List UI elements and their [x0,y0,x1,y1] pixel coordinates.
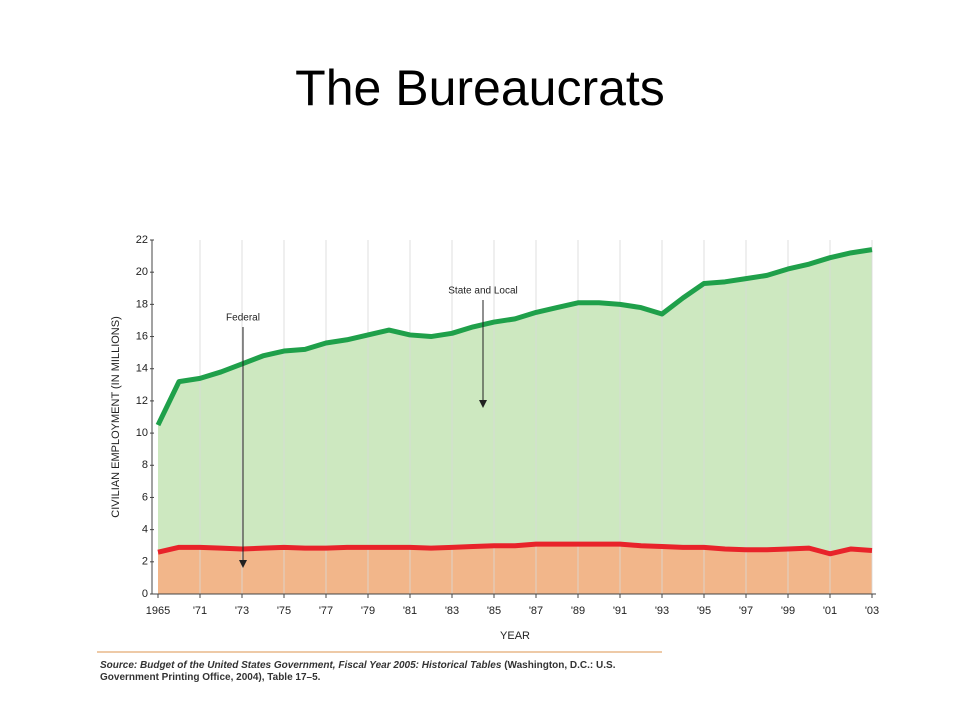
plot: 1965 '71 '73 '75 '77 '79 '81 '83 '85 '87 '89 '91 '93… [136,234,879,617]
y-tick-label: 2 [142,556,148,568]
x-tick-label: 1965 [146,605,170,617]
y-tick-label: 22 [136,234,148,246]
y-tick-label: 18 [136,298,148,310]
y-tick-label: 12 [136,395,148,407]
y-tick-label: 14 [136,363,148,375]
source-text: (Washington, D.C.: U.S. Government Print… [100,660,616,683]
federal-arrowhead [239,560,247,568]
x-tick-label: '83 [445,605,459,617]
source-box: Source: Budget of the United States Gove… [100,660,660,684]
x-tick-label: '87 [529,605,543,617]
state-local-annotation: State and Local [448,286,518,297]
source-note: Source: Budget of the United States Gove… [100,660,660,684]
x-tick-label: '85 [487,605,501,617]
y-tick-label: 6 [142,491,148,503]
x-tick-label: '93 [655,605,669,617]
x-tick-label: '89 [571,605,585,617]
y-tick-label: 4 [142,524,148,536]
x-tick-label: '81 [403,605,417,617]
x-axis-label: YEAR [500,630,530,642]
series-line [155,247,873,427]
y-tick-label: 0 [142,588,148,600]
x-tick-label: '73 [235,605,249,617]
x-tick-label: '99 [781,605,795,617]
area [158,544,872,594]
y-tick-label: 16 [136,330,148,342]
x-tick-label: '03 [865,605,879,617]
state-local-arrowhead [479,400,487,408]
y-tick-label: 10 [136,427,148,439]
x-tick-label: '97 [739,605,753,617]
x-tick-label: '77 [319,605,333,617]
slide-title: The Bureaucrats [295,60,665,116]
area [158,249,872,554]
y-axis-label: CIVILIAN EMPLOYMENT (IN MILLIONS) [110,316,122,518]
y-tick-label: 20 [136,266,148,278]
federal-annotation: Federal [226,313,260,324]
x-tick-label: '95 [697,605,711,617]
x-tick-label: '79 [361,605,375,617]
y-tick-label: 8 [142,459,148,471]
x-tick-label: '91 [613,605,627,617]
source-italic: Source: Budget of the United States Gove… [100,660,502,671]
series-line [157,541,873,557]
x-tick-label: '71 [193,605,207,617]
x-tick-label: '01 [823,605,837,617]
x-tick-label: '75 [277,605,291,617]
